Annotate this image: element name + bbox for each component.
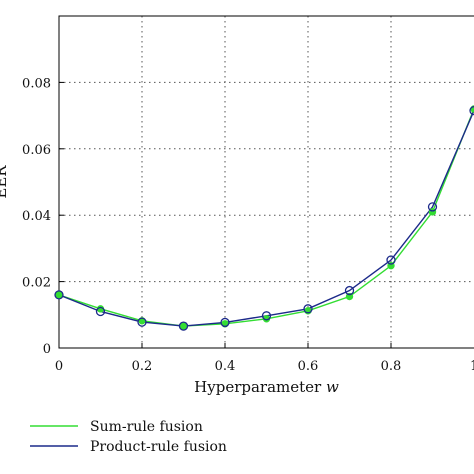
data-point-product-rule-fusion: [220, 317, 230, 328]
data-point-product-rule-fusion: [261, 311, 272, 321]
y-tick-label: 0.06: [22, 143, 51, 158]
grid: [59, 16, 474, 348]
y-tick-label: 0.04: [22, 209, 51, 224]
plot-frame: [58, 15, 474, 349]
data-point-product-rule-fusion: [178, 321, 189, 331]
x-tick-label: 0.4: [215, 359, 236, 374]
legend-label-product-rule: Product-rule fusion: [90, 439, 227, 455]
data-point-product-rule-fusion: [427, 202, 438, 212]
data-point-product-rule-fusion: [303, 304, 313, 314]
x-tick-label: 1: [470, 359, 474, 374]
legend: Sum-rule fusion Product-rule fusion: [30, 419, 227, 455]
x-tick-label: 0.6: [298, 359, 319, 374]
data-point-product-rule-fusion: [95, 306, 106, 317]
x-tick-label: 0: [55, 359, 63, 374]
data-point-sum-rule-fusion: [179, 322, 188, 330]
y-tick-label: 0.02: [22, 276, 51, 291]
data-point-product-rule-fusion: [137, 317, 147, 327]
data-point-product-rule-fusion: [386, 255, 396, 265]
y-tick-label: 0: [43, 342, 51, 357]
x-axis-title-variable: w: [326, 378, 339, 396]
x-axis-title-prefix: Hyperparameter: [194, 378, 326, 396]
legend-label-sum-rule: Sum-rule fusion: [90, 419, 203, 435]
y-tick-label: 0.08: [22, 76, 51, 91]
data-point-product-rule-fusion: [54, 290, 64, 300]
x-tick-label: 0.2: [132, 359, 153, 374]
series-line-product-rule-fusion: [58, 110, 474, 327]
axis-ticks: 0 0.2 0.4 0.6 0.8 1 0 0.02 0.04 0.06 0.08: [22, 76, 474, 374]
data-point-product-rule-fusion: [469, 105, 474, 116]
data-point-product-rule-fusion: [344, 285, 355, 296]
series-layer: [54, 105, 474, 331]
x-tick-label: 0.8: [381, 359, 402, 374]
y-axis-title: EER: [0, 165, 10, 199]
data-point-sum-rule-fusion: [345, 292, 354, 301]
x-axis-title: Hyperparameter w: [194, 378, 339, 396]
series-line-sum-rule-fusion: [58, 108, 474, 327]
data-point-sum-rule-fusion: [55, 291, 63, 299]
